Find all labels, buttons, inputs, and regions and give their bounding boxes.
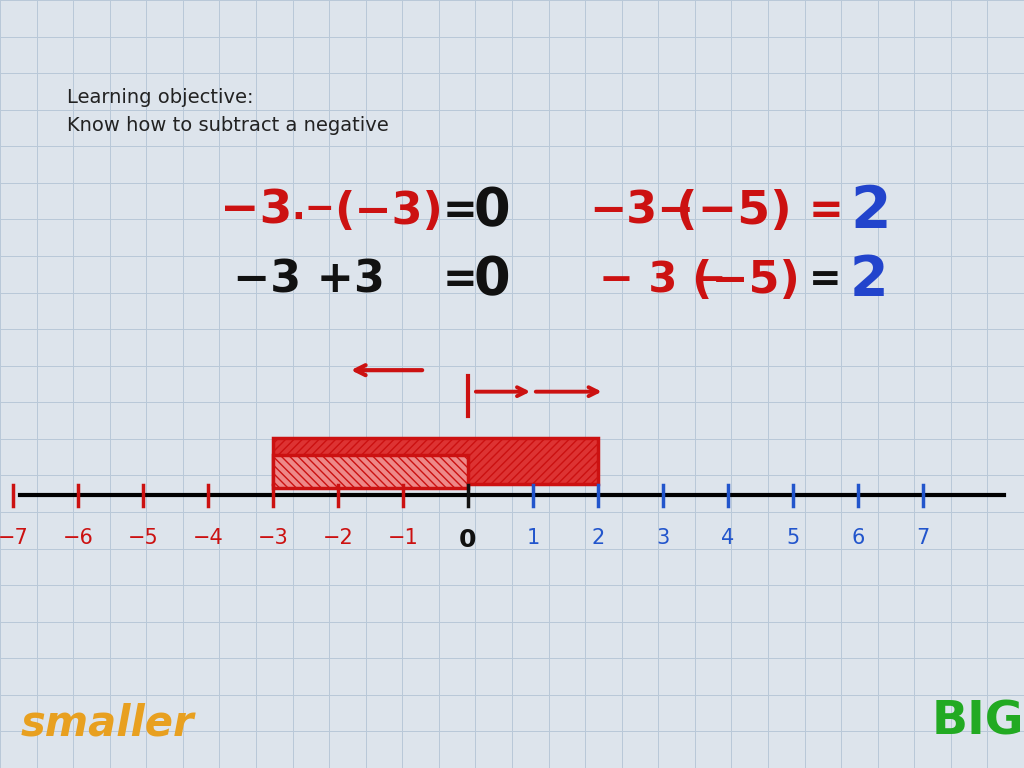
Text: −3: −3 [220,189,293,233]
Text: 6: 6 [851,528,865,548]
Text: −7: −7 [0,528,29,548]
Text: =: = [809,261,842,300]
Text: =: = [442,190,477,232]
Text: −3: −3 [257,528,289,548]
Text: 4: 4 [722,528,734,548]
Text: 0: 0 [459,528,477,551]
Text: −2: −2 [323,528,353,548]
Text: (−3): (−3) [334,190,442,233]
Text: =: = [809,190,844,232]
Text: −4: −4 [193,528,223,548]
Text: =: = [442,260,477,301]
Text: −5: −5 [127,528,159,548]
Text: .−: .− [292,192,336,226]
Text: 2: 2 [592,528,604,548]
Text: 0: 0 [473,185,510,237]
Text: − 3 −: − 3 − [599,260,727,301]
Text: BIG: BIG [932,700,1024,745]
Bar [272,438,598,484]
Text: 5: 5 [786,528,800,548]
Text: −3−: −3− [589,190,694,233]
Text: 3: 3 [656,528,670,548]
Text: 1: 1 [526,528,540,548]
Text: −6: −6 [62,528,93,548]
Bar [272,455,468,488]
Text: (−5): (−5) [676,189,792,233]
Text: −1: −1 [387,528,419,548]
Text: 2: 2 [850,183,891,240]
Text: 7: 7 [916,528,930,548]
Text: −3 +3: −3 +3 [233,259,385,302]
Text: (−5): (−5) [691,259,800,302]
Text: 0: 0 [473,254,510,306]
Text: 2: 2 [850,253,889,307]
Text: smaller: smaller [20,703,194,745]
Text: Learning objective:
Know how to subtract a negative: Learning objective: Know how to subtract… [67,88,388,135]
